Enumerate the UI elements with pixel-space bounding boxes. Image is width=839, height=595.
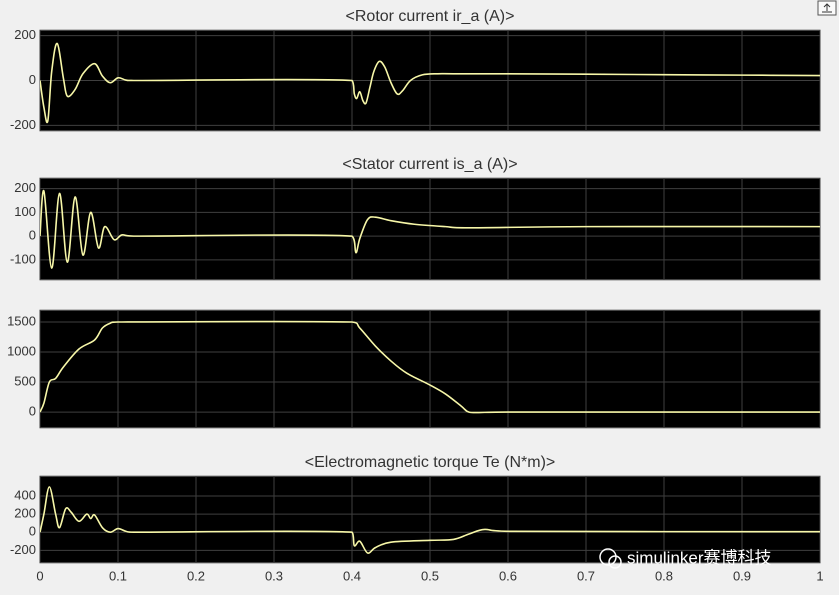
y-tick-label: 400 — [14, 487, 36, 502]
x-tick-label: 0.7 — [577, 568, 595, 583]
undock-button[interactable] — [817, 0, 837, 16]
x-tick-label: 0.4 — [343, 568, 361, 583]
subplot-title: <Electromagnetic torque Te (N*m)> — [305, 454, 555, 471]
y-tick-label: -100 — [10, 251, 36, 266]
y-tick-label: 200 — [14, 180, 36, 195]
y-tick-label: -200 — [10, 117, 36, 132]
y-tick-label: 1500 — [7, 313, 36, 328]
y-tick-label: 0 — [29, 404, 36, 419]
signal-line — [40, 320, 820, 414]
subplot-title: <Stator current is_a (A)> — [342, 156, 517, 173]
subplot: <Electromagnetic torque Te (N*m)> 0 0.1 0.2… — [10, 454, 824, 583]
y-tick-label: 200 — [14, 506, 36, 521]
x-tick-label: 0.1 — [109, 568, 127, 583]
x-tick-label: 1 — [816, 568, 823, 583]
button-icon — [822, 3, 832, 13]
x-tick-label: 0.8 — [655, 568, 673, 583]
y-tick-label: 100 — [14, 204, 36, 219]
y-tick-label: 0 — [29, 72, 36, 87]
x-tick-label: 0.6 — [499, 568, 517, 583]
signal-line — [40, 190, 820, 269]
x-tick-label: 0 — [36, 568, 43, 583]
watermark-icon — [608, 555, 622, 569]
x-tick-label: 0.2 — [187, 568, 205, 583]
subplot-title: <Rotor current ir_a (A)> — [346, 8, 515, 25]
y-tick-label: 0 — [29, 228, 36, 243]
subplot: 0 500 1000 1500 — [7, 309, 821, 429]
y-tick-label: 0 — [29, 524, 36, 539]
signal-line — [40, 42, 820, 124]
y-tick-label: -200 — [10, 542, 36, 557]
watermark-text: simulinker赛博科技 — [627, 547, 772, 567]
y-tick-label: 200 — [14, 27, 36, 42]
subplot: <Stator current is_a (A)> -100 0 100 200 — [10, 156, 821, 281]
x-tick-label: 0.3 — [265, 568, 283, 583]
watermark-icon — [599, 548, 617, 566]
x-tick-label: 0.5 — [421, 568, 439, 583]
y-tick-label: 1000 — [7, 343, 36, 358]
watermark: simulinker赛博科技 — [599, 547, 772, 569]
x-tick-label: 0.9 — [733, 568, 751, 583]
y-tick-label: 500 — [14, 373, 36, 388]
subplot: <Rotor current ir_a (A)> -200 0 200 — [10, 8, 821, 132]
signal-line — [40, 486, 820, 554]
